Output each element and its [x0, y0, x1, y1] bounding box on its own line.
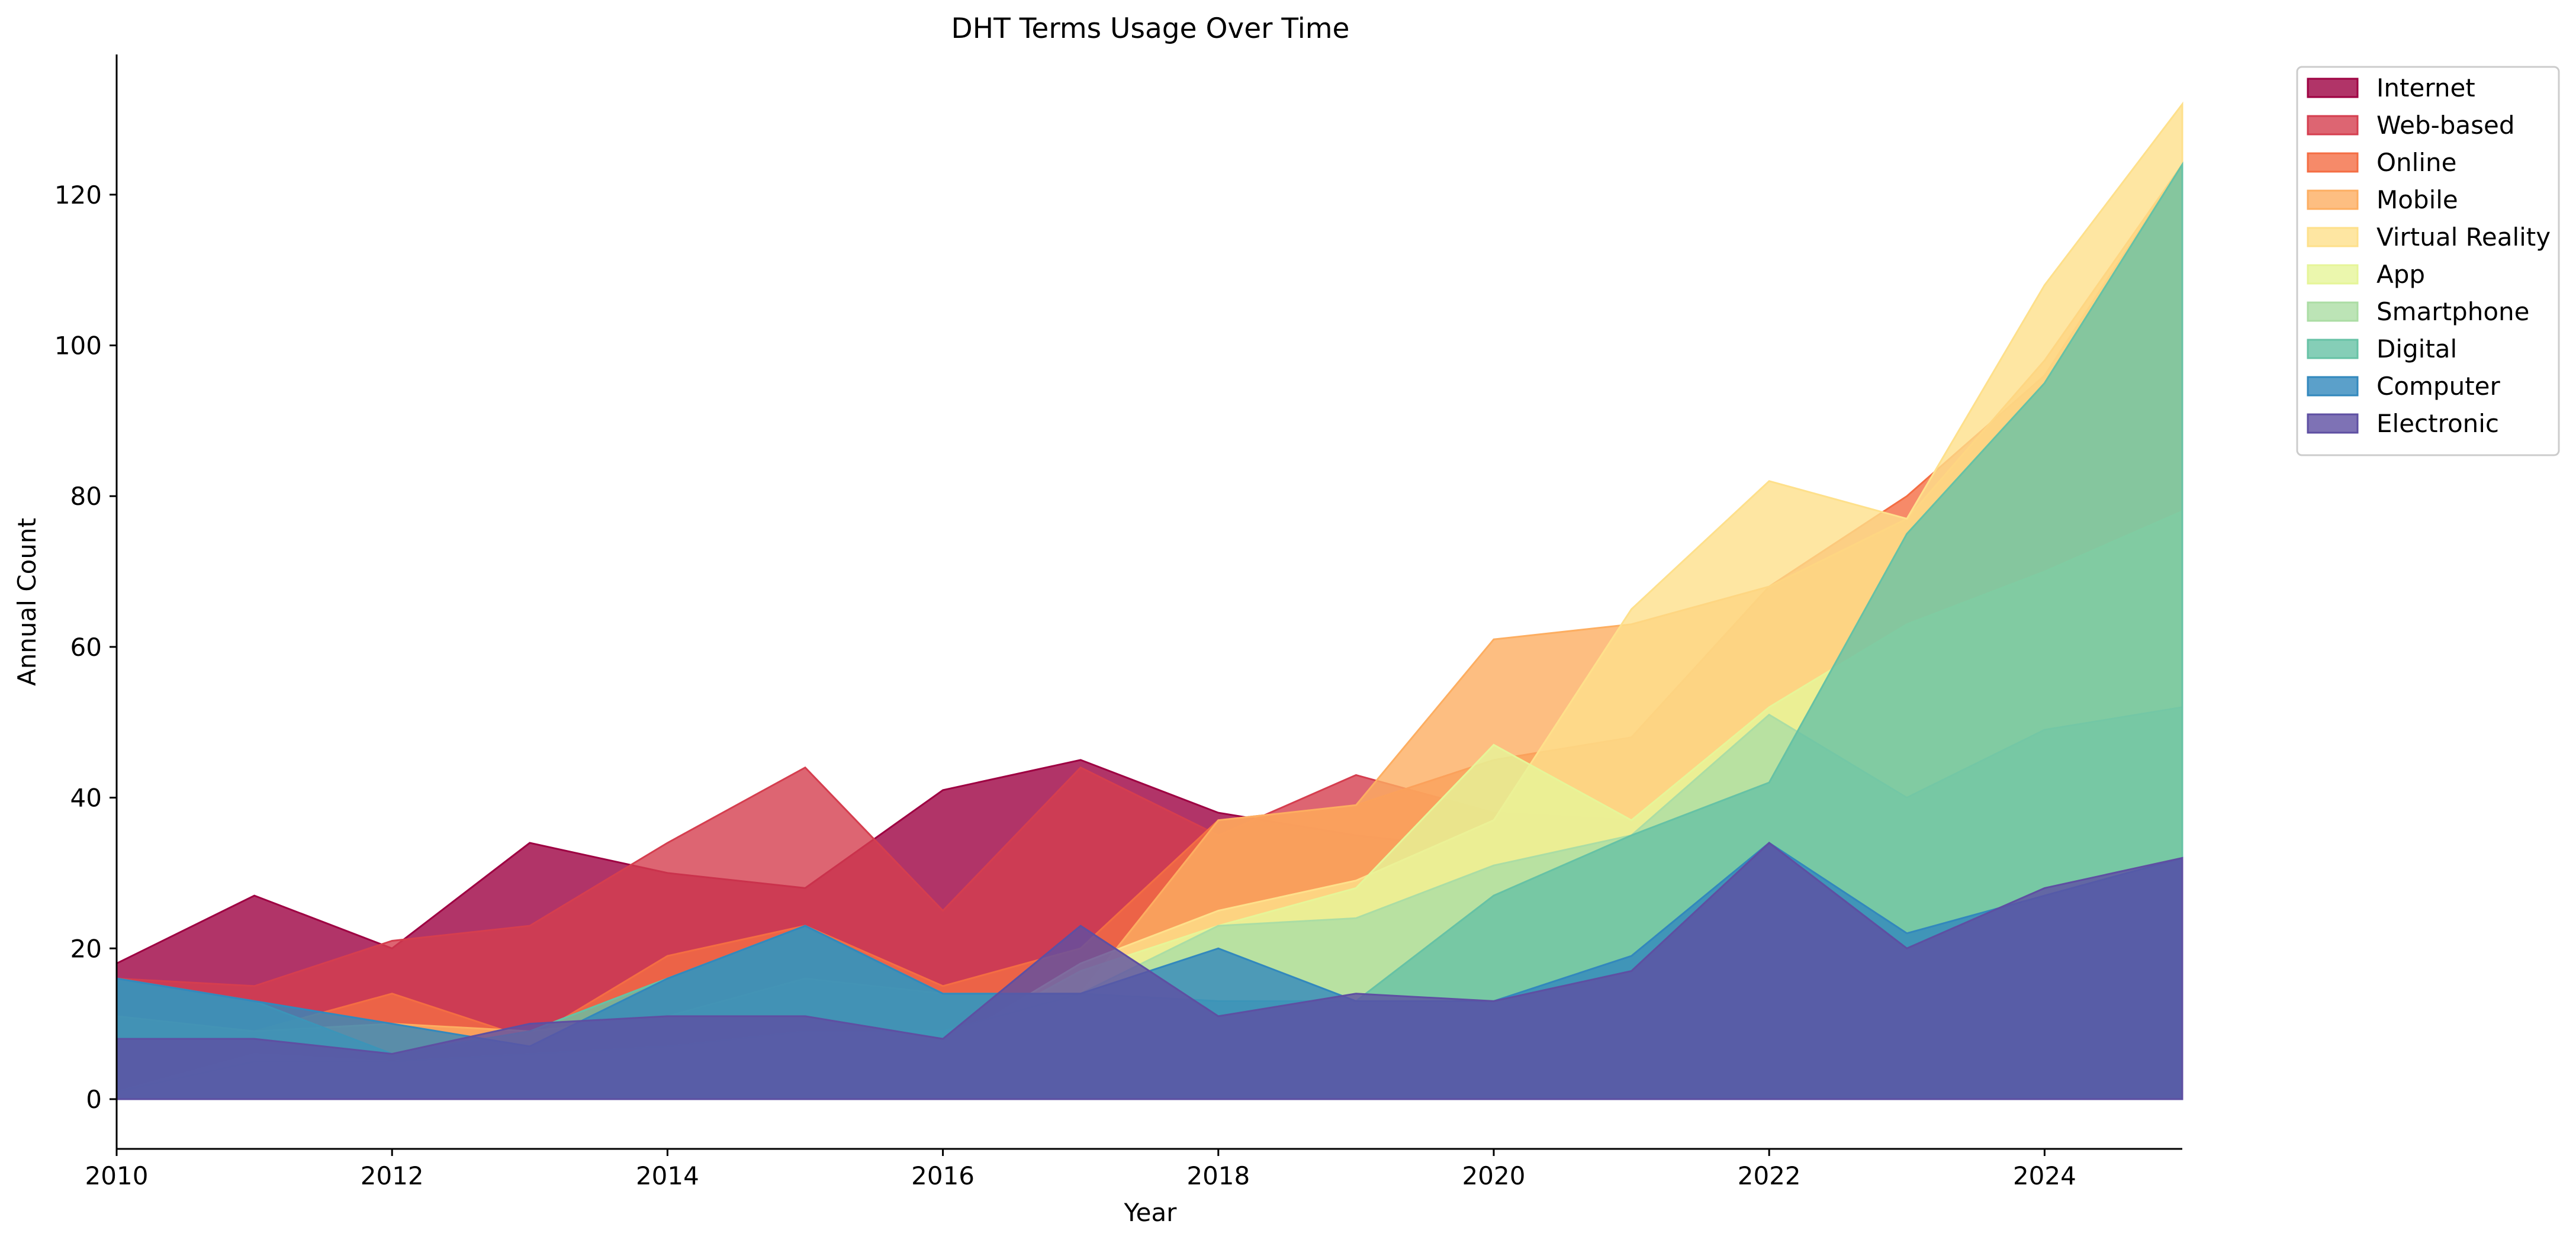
legend-swatch-computer: [2307, 376, 2359, 397]
legend: Internet Web-based Online Mobile Virtual Rea…: [2296, 66, 2560, 456]
y-tick-label: 40: [70, 784, 102, 813]
area-electronic: [115, 842, 2183, 1100]
y-ticks: 0 20 40 60 80 100 120: [54, 181, 117, 1114]
y-tick-label: 60: [70, 633, 102, 662]
legend-label-online: Online: [2376, 148, 2456, 177]
x-ticks: 2010 2012 2014 2016 2018 2020 2022 2024: [85, 1149, 2076, 1190]
legend-swatch-electronic: [2307, 413, 2359, 434]
legend-label-app: App: [2376, 260, 2425, 289]
y-axis-label: Annual Count: [12, 518, 41, 686]
legend-label-computer: Computer: [2376, 372, 2501, 401]
legend-label-smartphone: Smartphone: [2376, 297, 2529, 326]
legend-frame: [2296, 66, 2560, 456]
axes: 2010 2012 2014 2016 2018 2020 2022 2024 0 20 40 60…: [54, 54, 2182, 1190]
legend-swatch-internet: [2307, 78, 2359, 98]
legend-swatch-smartphone: [2307, 301, 2359, 322]
y-tick-label: 0: [86, 1085, 102, 1114]
legend-label-virtual-reality: Virtual Reality: [2376, 223, 2551, 252]
y-tick-label: 100: [54, 331, 102, 360]
legend-label-electronic: Electronic: [2376, 409, 2499, 438]
legend-label-digital: Digital: [2376, 334, 2457, 363]
x-tick-label: 2018: [1186, 1161, 1250, 1190]
x-tick-label: 2024: [2013, 1161, 2076, 1190]
x-tick-label: 2016: [911, 1161, 975, 1190]
legend-label-internet: Internet: [2376, 73, 2475, 102]
x-tick-label: 2010: [85, 1161, 149, 1190]
series-areas: [115, 101, 2183, 1100]
legend-swatch-online: [2307, 152, 2359, 173]
x-tick-label: 2020: [1462, 1161, 1526, 1190]
x-tick-label: 2012: [361, 1161, 424, 1190]
legend-label-mobile: Mobile: [2376, 185, 2458, 214]
x-tick-label: 2014: [636, 1161, 699, 1190]
x-axis-label: Year: [1124, 1198, 1178, 1227]
x-tick-label: 2022: [1738, 1161, 1801, 1190]
legend-swatch-virtual-reality: [2307, 227, 2359, 247]
y-tick-label: 20: [70, 934, 102, 963]
legend-label-web-based: Web-based: [2376, 111, 2515, 140]
legend-swatch-app: [2307, 264, 2359, 285]
legend-swatch-digital: [2307, 339, 2359, 359]
y-tick-label: 120: [54, 181, 102, 210]
y-tick-label: 80: [70, 482, 102, 511]
legend-swatch-web-based: [2307, 115, 2359, 136]
legend-swatch-mobile: [2307, 189, 2359, 210]
chart-title: DHT Terms Usage Over Time: [951, 12, 1350, 45]
